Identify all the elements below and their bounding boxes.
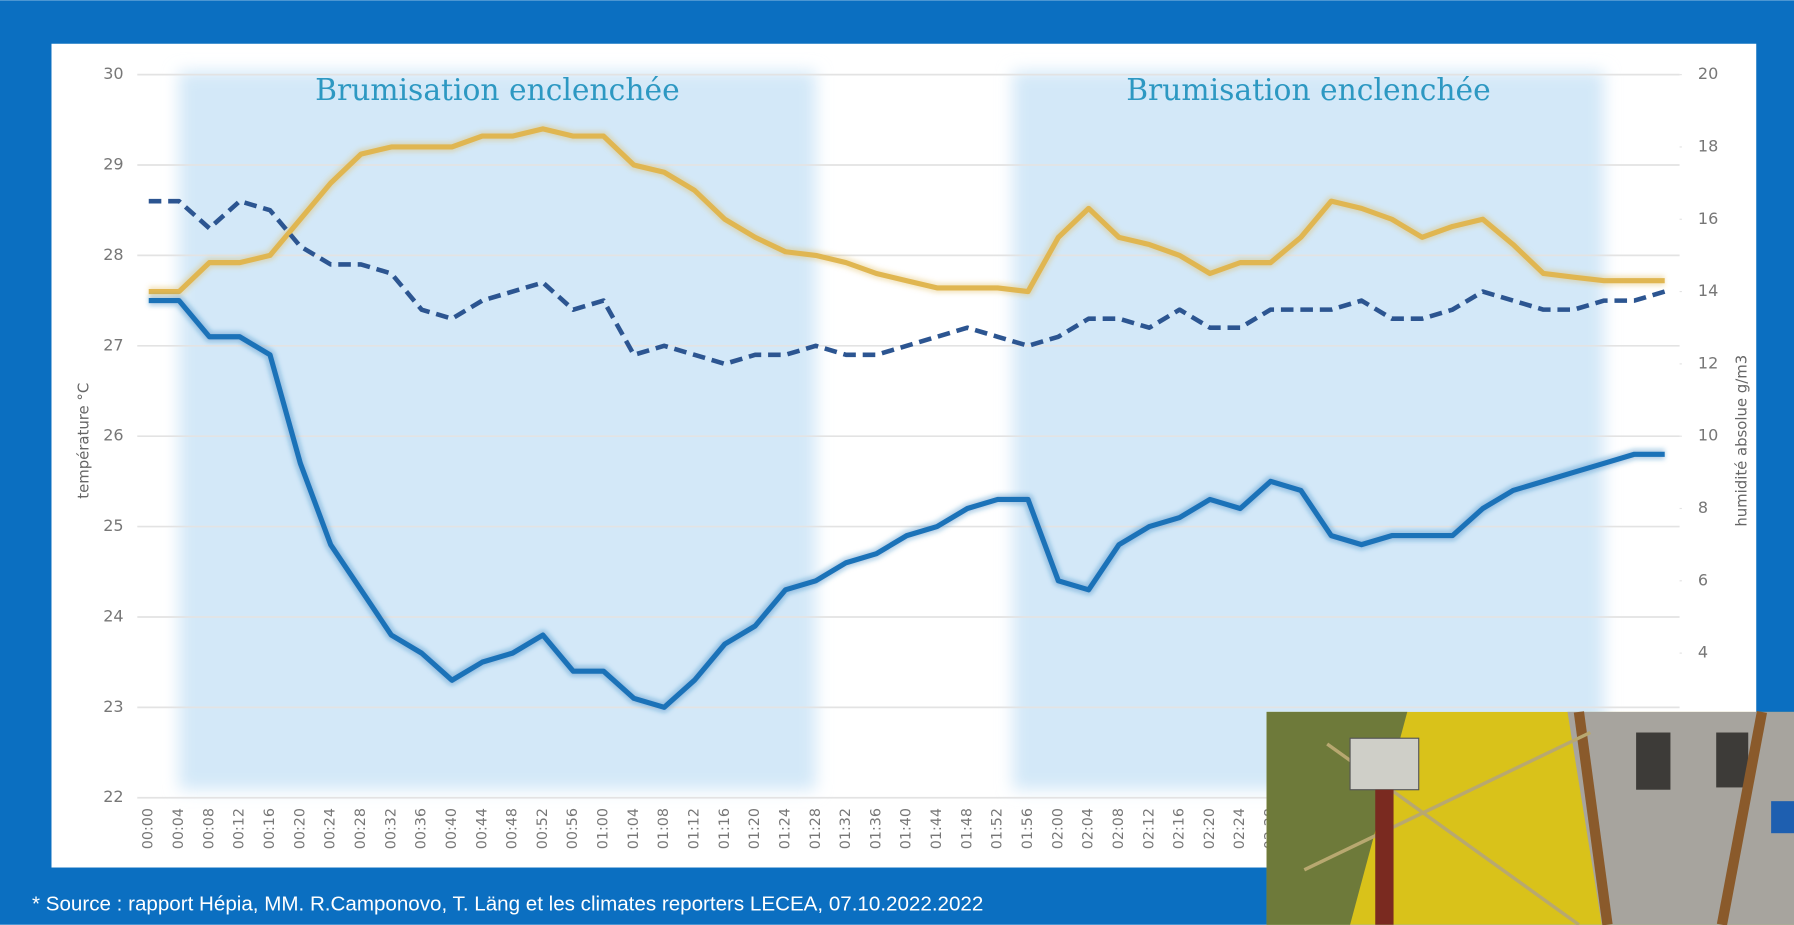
y-tick-label: 22 (103, 787, 123, 806)
x-tick-label: 00:08 (201, 808, 217, 849)
y-tick-label: 25 (103, 516, 123, 535)
x-tick-label: 00:20 (292, 808, 308, 849)
span-band (1013, 71, 1604, 790)
x-tick-label: 00:12 (232, 808, 248, 849)
span-label: Brumisation enclenchée (1126, 73, 1491, 108)
x-tick-label: 01:00 (596, 808, 612, 849)
x-tick-label: 00:24 (323, 808, 339, 849)
y-tick-label: 28 (103, 245, 123, 264)
photo (1267, 712, 1794, 925)
x-tick-label: 02:00 (1050, 808, 1066, 849)
slide: Brumisation enclenchée Brumisation enclen… (0, 0, 1794, 925)
x-tick-label: 00:28 (353, 808, 369, 849)
x-tick-label: 00:44 (474, 808, 490, 849)
x-tick-label: 02:08 (1111, 808, 1127, 849)
x-tick-label: 02:20 (1202, 808, 1218, 849)
x-tick-label: 00:48 (505, 808, 521, 849)
photo-window (1636, 733, 1670, 790)
x-tick-label: 02:16 (1172, 808, 1188, 849)
x-tick-label: 01:36 (868, 808, 884, 849)
photo-sensor (1350, 738, 1419, 789)
x-tick-label: 01:12 (686, 808, 702, 849)
y-tick-label: 26 (103, 426, 123, 445)
x-tick-label: 01:56 (1020, 808, 1036, 849)
y-tick-label: 27 (103, 335, 123, 354)
y2-axis-label: humidité absolue g/m3 (1733, 355, 1751, 527)
x-tick-label: 02:24 (1232, 808, 1248, 849)
x-tick-label: 01:04 (626, 808, 642, 849)
x-tick-label: 00:00 (141, 808, 157, 849)
photo-window (1716, 733, 1748, 788)
x-tick-label: 00:36 (414, 808, 430, 849)
x-tick-label: 01:44 (929, 808, 945, 849)
x-tick-label: 00:40 (444, 808, 460, 849)
x-tick-label: 01:16 (717, 808, 733, 849)
y2-tick-label: 8 (1698, 498, 1708, 517)
photo-sign (1771, 801, 1794, 833)
x-tick-label: 01:28 (808, 808, 824, 849)
photo-mast (1375, 790, 1393, 925)
x-tick-label: 01:52 (990, 808, 1006, 849)
x-tick-label: 02:04 (1081, 808, 1097, 849)
y2-tick-label: 12 (1698, 353, 1718, 372)
x-tick-label: 01:20 (747, 808, 763, 849)
y2-tick-label: 4 (1698, 643, 1708, 662)
x-tick-label: 00:56 (565, 808, 581, 849)
x-tick-label: 01:32 (838, 808, 854, 849)
span-label: Brumisation enclenchée (315, 73, 680, 108)
y2-tick-label: 14 (1698, 281, 1718, 300)
y-tick-label: 30 (103, 64, 123, 83)
x-tick-label: 00:04 (171, 808, 187, 849)
y2-tick-label: 10 (1698, 426, 1718, 445)
x-tick-label: 01:48 (959, 808, 975, 849)
x-tick-label: 00:32 (383, 808, 399, 849)
x-tick-label: 01:40 (899, 808, 915, 849)
span-band (179, 71, 816, 790)
y-tick-label: 24 (103, 606, 123, 625)
x-tick-label: 00:16 (262, 808, 278, 849)
x-tick-label: 01:24 (777, 808, 793, 849)
page: Brumisation enclenchée Brumisation enclen… (0, 0, 1794, 925)
x-tick-label: 01:08 (656, 808, 672, 849)
y-tick-label: 29 (103, 155, 123, 174)
y2-tick-label: 18 (1698, 136, 1718, 155)
y2-tick-label: 20 (1698, 64, 1718, 83)
y-tick-label: 23 (103, 697, 123, 716)
y2-tick-label: 16 (1698, 209, 1718, 228)
x-tick-label: 00:52 (535, 808, 551, 849)
x-tick-label: 02:12 (1141, 808, 1157, 849)
y2-tick-label: 6 (1698, 570, 1708, 589)
y-axis-label: température °C (75, 383, 93, 499)
footnote: * Source : rapport Hépia, MM. R.Camponov… (32, 893, 983, 916)
